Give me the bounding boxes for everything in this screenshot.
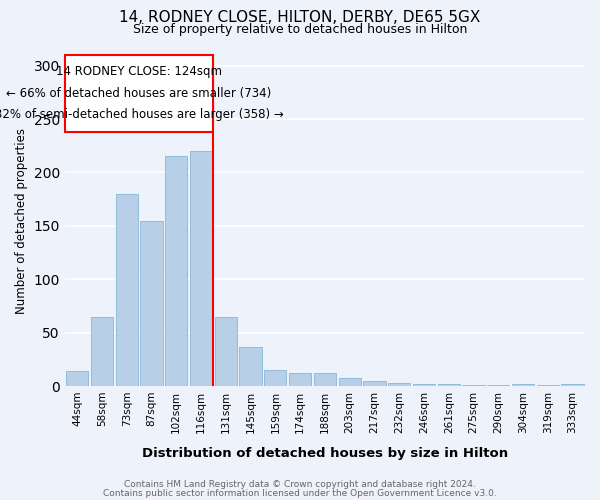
Bar xyxy=(562,384,584,386)
X-axis label: Distribution of detached houses by size in Hilton: Distribution of detached houses by size … xyxy=(142,447,508,460)
Bar xyxy=(140,220,163,386)
Bar xyxy=(314,374,336,386)
Text: Contains HM Land Registry data © Crown copyright and database right 2024.: Contains HM Land Registry data © Crown c… xyxy=(124,480,476,489)
Bar xyxy=(165,156,187,386)
Bar xyxy=(264,370,286,386)
Bar xyxy=(437,384,460,386)
Bar xyxy=(190,151,212,386)
Bar xyxy=(215,316,237,386)
Text: 14 RODNEY CLOSE: 124sqm: 14 RODNEY CLOSE: 124sqm xyxy=(56,66,222,78)
Text: Contains public sector information licensed under the Open Government Licence v3: Contains public sector information licen… xyxy=(103,488,497,498)
FancyBboxPatch shape xyxy=(65,55,214,132)
Bar xyxy=(487,385,509,386)
Bar xyxy=(66,371,88,386)
Text: Size of property relative to detached houses in Hilton: Size of property relative to detached ho… xyxy=(133,22,467,36)
Bar xyxy=(388,383,410,386)
Y-axis label: Number of detached properties: Number of detached properties xyxy=(15,128,28,314)
Text: 32% of semi-detached houses are larger (358) →: 32% of semi-detached houses are larger (… xyxy=(0,108,283,122)
Bar xyxy=(239,346,262,386)
Bar xyxy=(413,384,435,386)
Bar xyxy=(536,385,559,386)
Text: ← 66% of detached houses are smaller (734): ← 66% of detached houses are smaller (73… xyxy=(7,87,272,100)
Bar xyxy=(116,194,138,386)
Text: 14, RODNEY CLOSE, HILTON, DERBY, DE65 5GX: 14, RODNEY CLOSE, HILTON, DERBY, DE65 5G… xyxy=(119,10,481,25)
Bar xyxy=(512,384,534,386)
Bar xyxy=(289,374,311,386)
Bar xyxy=(338,378,361,386)
Bar xyxy=(363,381,386,386)
Bar xyxy=(91,316,113,386)
Bar xyxy=(463,385,485,386)
